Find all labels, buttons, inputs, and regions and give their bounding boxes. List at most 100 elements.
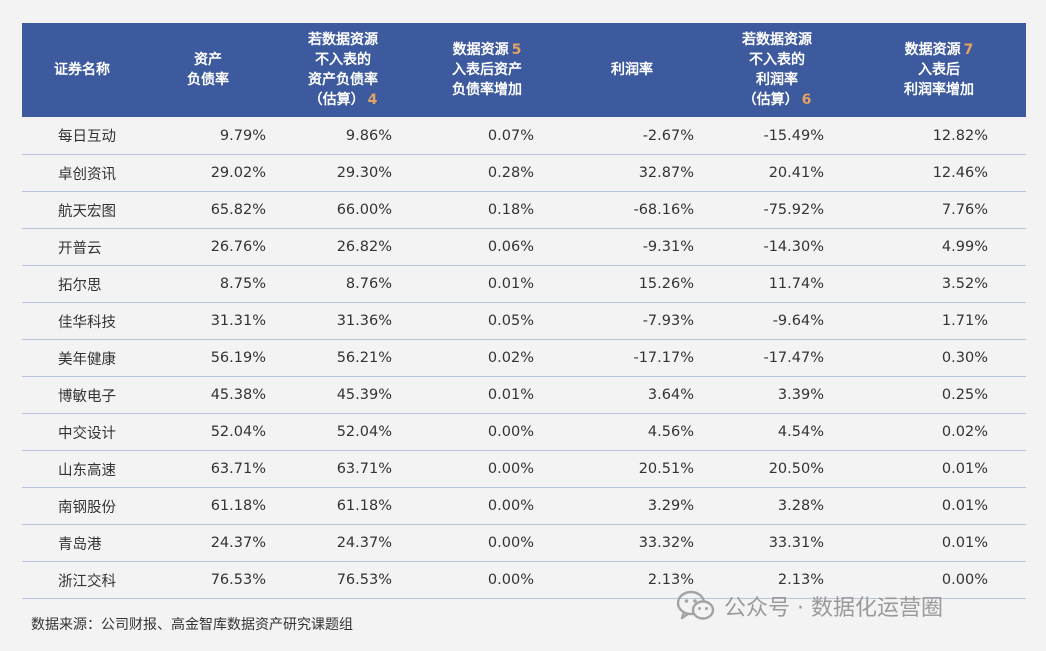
security-name-cell: 开普云 — [22, 228, 142, 266]
value-cell: 31.31% — [142, 302, 274, 340]
footnote-marker: 6 — [801, 92, 812, 108]
header-line: 负债率增加 — [452, 82, 522, 98]
header-line: 证券名称 — [54, 62, 110, 78]
value-cell: 32.87% — [562, 154, 702, 192]
security-name-cell: 青岛港 — [22, 524, 142, 562]
header-line: 利润率 — [611, 62, 653, 78]
value-cell: 0.01% — [852, 450, 1026, 488]
header-line: （估算） — [742, 92, 799, 108]
header-security-name: 证券名称 — [22, 23, 142, 117]
value-cell: 7.76% — [852, 191, 1026, 229]
value-cell: -17.17% — [562, 339, 702, 377]
table-row: 美年健康 56.19% 56.21% 0.02% -17.17% -17.47% 0.30% — [22, 339, 1026, 377]
header-line: 若数据资源 — [308, 32, 378, 48]
security-name-cell: 博敏电子 — [22, 376, 142, 414]
security-name-cell: 南钢股份 — [22, 487, 142, 525]
security-name-cell: 航天宏图 — [22, 191, 142, 229]
data-assets-table: 证券名称 资产 负债率 若数据资源 不入表的 资产负债率 （估算） 4 数据资源 5 入表后资产 负债… — [22, 23, 1026, 599]
value-cell: 3.52% — [852, 265, 1026, 303]
value-cell: 15.26% — [562, 265, 702, 303]
value-cell: 4.54% — [702, 413, 852, 451]
value-cell: 56.21% — [274, 339, 412, 377]
value-cell: 29.30% — [274, 154, 412, 192]
value-cell: -14.30% — [702, 228, 852, 266]
value-cell: 9.86% — [274, 117, 412, 155]
value-cell: 0.00% — [412, 524, 562, 562]
value-cell: 3.39% — [702, 376, 852, 414]
value-cell: 12.82% — [852, 117, 1026, 155]
header-debt-ratio: 资产 负债率 — [142, 23, 274, 117]
header-line: 入表后资产 — [452, 62, 522, 78]
value-cell: 3.28% — [702, 487, 852, 525]
value-cell: 0.00% — [412, 450, 562, 488]
header-profit-margin-est: 若数据资源 不入表的 利润率 （估算） 6 — [702, 23, 852, 117]
header-line: 数据资源 — [452, 42, 509, 58]
value-cell: 8.76% — [274, 265, 412, 303]
value-cell: 61.18% — [274, 487, 412, 525]
header-line: 负债率 — [187, 72, 229, 88]
value-cell: 52.04% — [274, 413, 412, 451]
value-cell: -17.47% — [702, 339, 852, 377]
header-line: 不入表的 — [749, 52, 805, 68]
value-cell: 33.32% — [562, 524, 702, 562]
value-cell: 45.38% — [142, 376, 274, 414]
value-cell: 0.25% — [852, 376, 1026, 414]
security-name-cell: 卓创资讯 — [22, 154, 142, 192]
table-row: 每日互动 9.79% 9.86% 0.07% -2.67% -15.49% 12.82% — [22, 117, 1026, 155]
value-cell: 8.75% — [142, 265, 274, 303]
value-cell: 0.02% — [412, 339, 562, 377]
value-cell: 0.00% — [412, 413, 562, 451]
value-cell: 66.00% — [274, 191, 412, 229]
value-cell: 26.76% — [142, 228, 274, 266]
header-line: 若数据资源 — [742, 32, 812, 48]
watermark-text: 公众号 · 数据化运营圈 — [724, 596, 943, 621]
header-profit-margin: 利润率 — [562, 23, 702, 117]
value-cell: 20.51% — [562, 450, 702, 488]
value-cell: -7.93% — [562, 302, 702, 340]
value-cell: -2.67% — [562, 117, 702, 155]
value-cell: 0.01% — [852, 487, 1026, 525]
value-cell: 0.06% — [412, 228, 562, 266]
value-cell: -9.31% — [562, 228, 702, 266]
header-line: 入表后 — [918, 62, 960, 78]
value-cell: -15.49% — [702, 117, 852, 155]
security-name-cell: 每日互动 — [22, 117, 142, 155]
value-cell: 24.37% — [274, 524, 412, 562]
value-cell: 0.02% — [852, 413, 1026, 451]
value-cell: 3.29% — [562, 487, 702, 525]
table-row: 山东高速 63.71% 63.71% 0.00% 20.51% 20.50% 0.01% — [22, 450, 1026, 488]
security-name-cell: 美年健康 — [22, 339, 142, 377]
value-cell: 0.00% — [412, 487, 562, 525]
table-body: 每日互动 9.79% 9.86% 0.07% -2.67% -15.49% 12.82% 卓创… — [22, 117, 1026, 599]
header-profit-margin-increase: 数据资源 7 入表后 利润率增加 — [852, 23, 1026, 117]
value-cell: 61.18% — [142, 487, 274, 525]
value-cell: 0.07% — [412, 117, 562, 155]
footnote-marker: 5 — [511, 42, 522, 58]
value-cell: 1.71% — [852, 302, 1026, 340]
table-row: 佳华科技 31.31% 31.36% 0.05% -7.93% -9.64% 1.71% — [22, 302, 1026, 340]
value-cell: 0.00% — [412, 561, 562, 599]
value-cell: -75.92% — [702, 191, 852, 229]
security-name-cell: 拓尔思 — [22, 265, 142, 303]
value-cell: 2.13% — [562, 561, 702, 599]
value-cell: 0.01% — [412, 265, 562, 303]
table-row: 南钢股份 61.18% 61.18% 0.00% 3.29% 3.28% 0.01% — [22, 487, 1026, 525]
security-name-cell: 山东高速 — [22, 450, 142, 488]
table-row: 拓尔思 8.75% 8.76% 0.01% 15.26% 11.74% 3.52% — [22, 265, 1026, 303]
value-cell: 0.30% — [852, 339, 1026, 377]
value-cell: -68.16% — [562, 191, 702, 229]
value-cell: 12.46% — [852, 154, 1026, 192]
table-row: 开普云 26.76% 26.82% 0.06% -9.31% -14.30% 4.99% — [22, 228, 1026, 266]
value-cell: 63.71% — [274, 450, 412, 488]
value-cell: 76.53% — [274, 561, 412, 599]
header-line: 不入表的 — [315, 52, 371, 68]
value-cell: 0.28% — [412, 154, 562, 192]
value-cell: 9.79% — [142, 117, 274, 155]
value-cell: 3.64% — [562, 376, 702, 414]
header-line: 利润率增加 — [904, 82, 974, 98]
header-line: 资产负债率 — [308, 72, 378, 88]
table-row: 浙江交科 76.53% 76.53% 0.00% 2.13% 2.13% 0.00% — [22, 561, 1026, 599]
table-row: 卓创资讯 29.02% 29.30% 0.28% 32.87% 20.41% 12.46% — [22, 154, 1026, 192]
data-table-container: 证券名称 资产 负债率 若数据资源 不入表的 资产负债率 （估算） 4 数据资源 5 入表后资产 负债… — [22, 23, 1026, 599]
value-cell: 20.50% — [702, 450, 852, 488]
